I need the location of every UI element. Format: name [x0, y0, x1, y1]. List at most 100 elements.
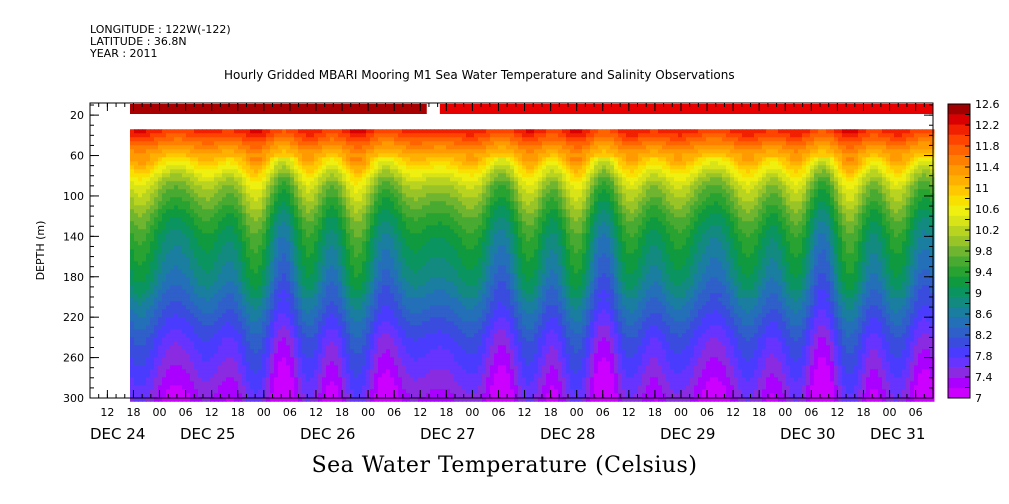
temperature-cell [174, 157, 179, 162]
temperature-cell [302, 249, 307, 254]
temperature-cell [274, 349, 279, 354]
temperature-cell [302, 221, 307, 226]
temperature-cell [322, 145, 327, 150]
temperature-cell [354, 237, 359, 242]
temperature-cell [158, 301, 163, 306]
temperature-cell [314, 241, 319, 246]
temperature-cell [266, 161, 271, 166]
temperature-cell [162, 189, 167, 194]
temperature-cell [410, 365, 415, 370]
temperature-cell [234, 329, 239, 334]
temperature-cell [274, 173, 279, 178]
temperature-cell [226, 305, 231, 310]
temperature-cell [406, 281, 411, 286]
temperature-cell [310, 253, 315, 258]
temperature-cell [194, 157, 199, 162]
temperature-cell [166, 353, 171, 358]
temperature-cell [414, 337, 419, 342]
temperature-cell [318, 157, 323, 162]
temperature-cell [174, 329, 179, 334]
temperature-cell [294, 221, 299, 226]
temperature-cell [202, 281, 207, 286]
temperature-cell [134, 353, 139, 358]
temperature-cell [258, 221, 263, 226]
temperature-cell [130, 261, 135, 266]
temperature-cell [366, 205, 371, 210]
temperature-cell [266, 345, 271, 350]
temperature-cell [246, 177, 251, 182]
temperature-cell [202, 225, 207, 230]
temperature-cell [222, 129, 227, 134]
temperature-cell [302, 201, 307, 206]
temperature-cell [354, 377, 359, 382]
temperature-cell [306, 265, 311, 270]
temperature-cell [174, 189, 179, 194]
temperature-cell [322, 213, 327, 218]
temperature-cell [230, 381, 235, 386]
temperature-cell [134, 193, 139, 198]
temperature-cell [258, 289, 263, 294]
temperature-cell [146, 213, 151, 218]
temperature-cell [250, 317, 255, 322]
temperature-cell [234, 225, 239, 230]
temperature-cell [242, 193, 247, 198]
temperature-cell [334, 341, 339, 346]
temperature-cell [414, 145, 419, 150]
temperature-cell [346, 237, 351, 242]
temperature-cell [182, 373, 187, 378]
temperature-cell [190, 357, 195, 362]
temperature-cell [314, 309, 319, 314]
temperature-cell [394, 169, 399, 174]
temperature-cell [350, 197, 355, 202]
temperature-cell [138, 193, 143, 198]
temperature-cell [234, 233, 239, 238]
temperature-cell [134, 305, 139, 310]
temperature-cell [206, 377, 211, 382]
temperature-cell [162, 173, 167, 178]
temperature-cell [298, 201, 303, 206]
temperature-cell [310, 345, 315, 350]
temperature-cell [134, 141, 139, 146]
temperature-cell [378, 177, 383, 182]
temperature-cell [338, 333, 343, 338]
temperature-cell [206, 381, 211, 386]
temperature-cell [406, 325, 411, 330]
temperature-cell [230, 145, 235, 150]
temperature-cell [382, 221, 387, 226]
temperature-cell [354, 289, 359, 294]
temperature-cell [254, 237, 259, 242]
temperature-cell [362, 161, 367, 166]
temperature-cell [162, 357, 167, 362]
temperature-cell [274, 169, 279, 174]
temperature-cell [298, 273, 303, 278]
temperature-cell [222, 201, 227, 206]
temperature-cell [266, 229, 271, 234]
temperature-cell [398, 381, 403, 386]
temperature-cell [394, 397, 399, 402]
temperature-cell [314, 281, 319, 286]
temperature-cell [186, 389, 191, 394]
temperature-cell [194, 321, 199, 326]
temperature-cell [270, 357, 275, 362]
temperature-cell [270, 273, 275, 278]
temperature-cell [278, 233, 283, 238]
temperature-cell [146, 369, 151, 374]
temperature-cell [370, 329, 375, 334]
temperature-cell [314, 221, 319, 226]
temperature-cell [322, 177, 327, 182]
temperature-cell [370, 237, 375, 242]
temperature-cell [210, 329, 215, 334]
temperature-cell [286, 201, 291, 206]
temperature-cell [322, 261, 327, 266]
temperature-cell [174, 201, 179, 206]
temperature-cell [350, 153, 355, 158]
temperature-cell [406, 241, 411, 246]
temperature-cell [246, 201, 251, 206]
temperature-cell [198, 197, 203, 202]
temperature-cell [330, 361, 335, 366]
temperature-cell [354, 201, 359, 206]
temperature-cell [314, 341, 319, 346]
temperature-cell [158, 209, 163, 214]
temperature-cell [350, 213, 355, 218]
temperature-cell [370, 213, 375, 218]
